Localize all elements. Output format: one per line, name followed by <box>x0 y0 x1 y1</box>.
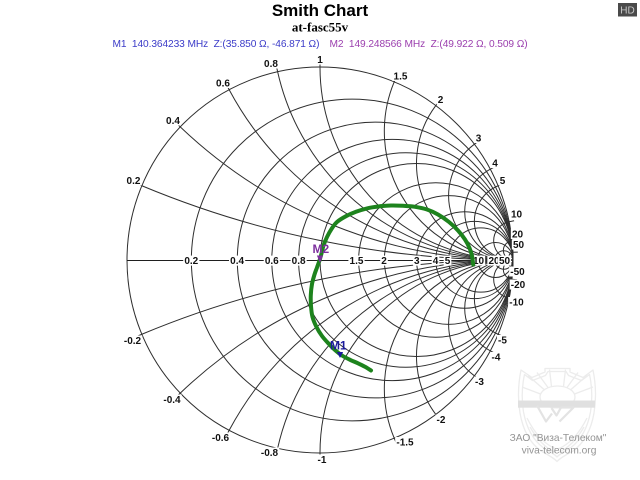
svg-text:20: 20 <box>488 256 500 267</box>
svg-text:M1 140.364233 MHz Z:(35.850: M1 140.364233 MHz Z:(35.850 Ω, -46.871 Ω… <box>113 39 320 50</box>
svg-text:-0.2: -0.2 <box>124 336 142 347</box>
svg-text:4: 4 <box>433 256 439 267</box>
svg-text:50: 50 <box>499 256 511 267</box>
svg-text:5: 5 <box>445 256 451 267</box>
svg-text:-1: -1 <box>318 455 327 466</box>
svg-text:5: 5 <box>500 176 506 187</box>
svg-text:-0.4: -0.4 <box>163 395 181 406</box>
svg-text:Smith Chart: Smith Chart <box>272 1 369 20</box>
svg-text:0.4: 0.4 <box>166 116 180 127</box>
svg-text:-10: -10 <box>509 298 524 309</box>
svg-text:0.8: 0.8 <box>264 59 278 70</box>
svg-text:HD: HD <box>620 5 634 16</box>
svg-text:-20: -20 <box>511 280 526 291</box>
svg-text:4: 4 <box>492 159 498 170</box>
svg-text:3: 3 <box>476 134 482 145</box>
svg-text:10: 10 <box>473 256 485 267</box>
svg-text:at-fasc55v: at-fasc55v <box>292 20 349 35</box>
svg-text:-2: -2 <box>437 415 446 426</box>
svg-text:0.8: 0.8 <box>292 256 306 267</box>
svg-text:3: 3 <box>414 256 420 267</box>
svg-text:viva-telecom.org: viva-telecom.org <box>522 446 597 457</box>
svg-text:0.6: 0.6 <box>265 256 279 267</box>
svg-text:-1.5: -1.5 <box>396 438 414 449</box>
svg-text:2: 2 <box>381 256 387 267</box>
svg-text:50: 50 <box>513 240 525 251</box>
svg-text:0.2: 0.2 <box>184 256 198 267</box>
svg-text:0.2: 0.2 <box>127 176 141 187</box>
svg-text:1.5: 1.5 <box>394 72 408 83</box>
svg-text:1: 1 <box>317 55 323 66</box>
svg-text:10: 10 <box>511 210 523 221</box>
svg-text:-5: -5 <box>498 336 507 347</box>
svg-text:M2 149.248566 MHz Z:(49.922: M2 149.248566 MHz Z:(49.922 Ω, 0.509 Ω) <box>330 39 528 50</box>
svg-text:0.6: 0.6 <box>216 79 230 90</box>
svg-text:-0.6: -0.6 <box>212 433 230 444</box>
svg-text:2: 2 <box>438 95 444 106</box>
svg-text:20: 20 <box>512 230 524 241</box>
svg-text:-50: -50 <box>510 267 525 278</box>
svg-text:-3: -3 <box>475 377 484 388</box>
svg-text:0.4: 0.4 <box>230 256 244 267</box>
svg-text:1.5: 1.5 <box>350 256 364 267</box>
svg-text:M2: M2 <box>313 242 330 256</box>
svg-text:ЗАО "Виза-Телеком": ЗАО "Виза-Телеком" <box>510 433 607 444</box>
svg-text:-0.8: -0.8 <box>261 448 279 459</box>
svg-text:-4: -4 <box>492 353 501 364</box>
svg-text:M1: M1 <box>330 339 347 353</box>
